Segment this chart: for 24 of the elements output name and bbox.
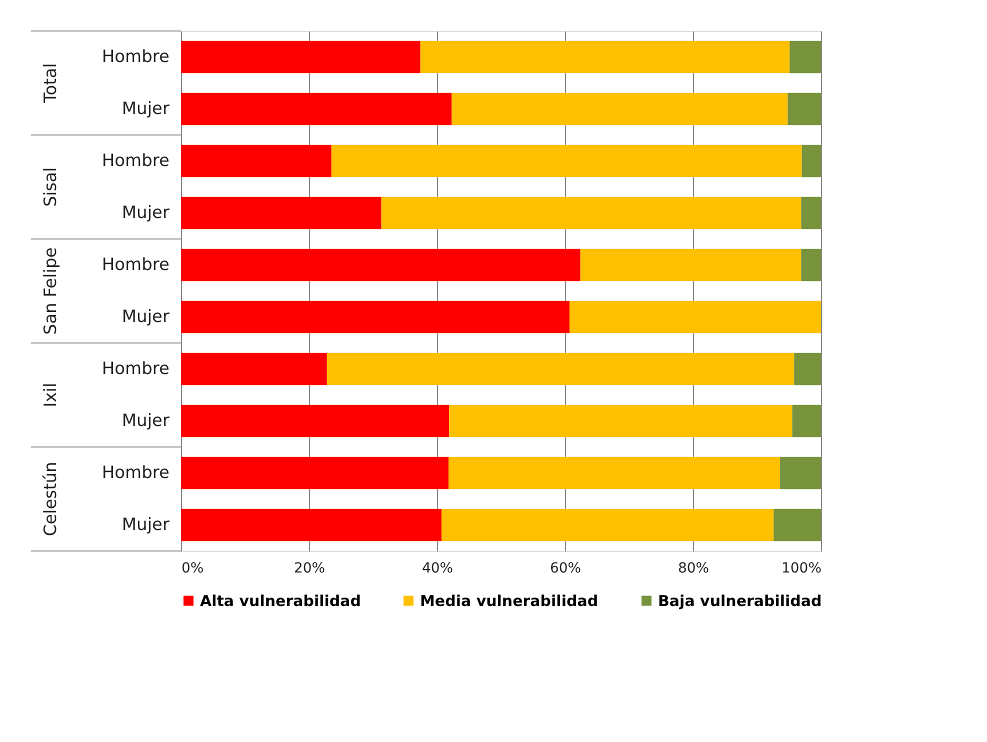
y-tick-label: Hombre bbox=[102, 463, 170, 483]
legend-label: Media vulnerabilidad bbox=[420, 592, 598, 610]
y-tick-label: Mujer bbox=[122, 203, 170, 223]
x-tick-label: 40% bbox=[422, 560, 454, 576]
x-tick-label: 60% bbox=[550, 560, 582, 576]
y-tick-label: Mujer bbox=[122, 307, 170, 327]
legend-label: Baja vulnerabilidad bbox=[658, 592, 822, 610]
x-tick-label: 0% bbox=[182, 560, 204, 576]
y-tick-label: Mujer bbox=[122, 515, 170, 535]
text: San Felipe bbox=[41, 247, 61, 335]
legend-label: Alta vulnerabilidad bbox=[200, 592, 361, 610]
y-tick-label: Hombre bbox=[102, 255, 170, 275]
y-tick-label: Hombre bbox=[102, 151, 170, 171]
y-tick-label: Mujer bbox=[122, 99, 170, 119]
text: Ixil bbox=[41, 382, 61, 408]
text: Sisal bbox=[41, 167, 61, 207]
x-tick-label: 80% bbox=[678, 560, 710, 576]
y-tick-label: Hombre bbox=[102, 47, 170, 67]
y-tick-label: Hombre bbox=[102, 359, 170, 379]
x-tick-label: 20% bbox=[294, 560, 326, 576]
x-tick-label: 100% bbox=[781, 560, 822, 576]
y-tick-label: Mujer bbox=[122, 411, 170, 431]
text: Celestún bbox=[41, 462, 61, 536]
text: Total bbox=[41, 63, 61, 104]
